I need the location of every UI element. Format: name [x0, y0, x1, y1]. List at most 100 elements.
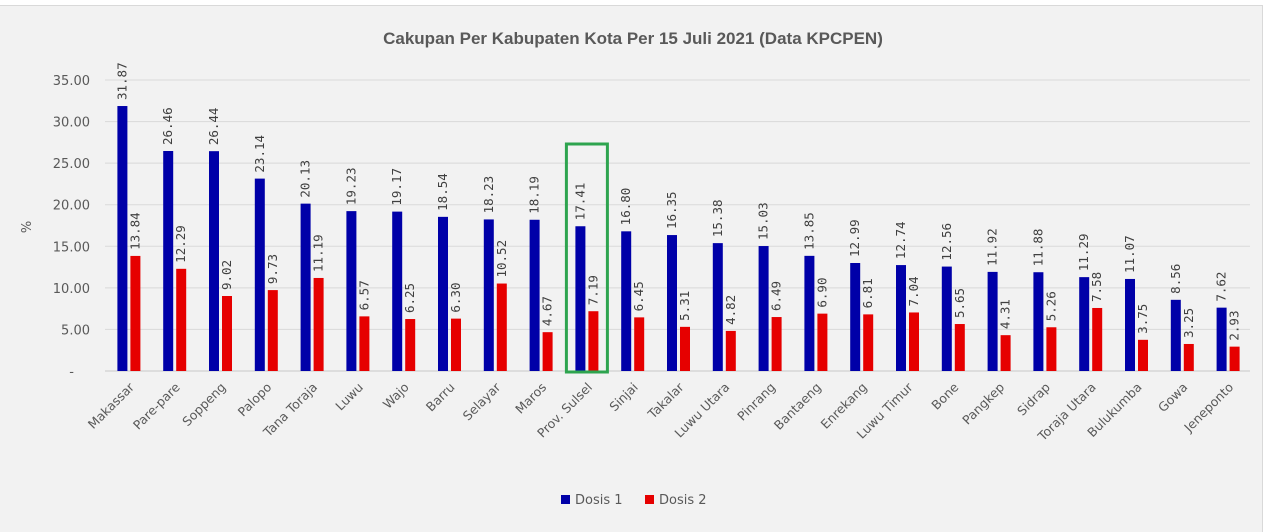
data-label: 19.23	[343, 167, 358, 205]
data-label: 12.29	[173, 225, 188, 263]
bar-dosis-2	[1183, 343, 1194, 371]
bar-dosis-2	[634, 317, 645, 371]
bar-dosis-2	[954, 324, 965, 371]
x-tick-label: Pinrang	[734, 380, 778, 424]
bar-dosis-1	[254, 178, 265, 371]
data-label: 7.19	[585, 275, 600, 305]
bar-dosis-1	[300, 203, 311, 371]
x-tick-label: Barru	[423, 380, 458, 415]
x-tick-label: Bantaeng	[771, 380, 824, 433]
y-axis-ticks: - 5.00 10.00 15.00 20.00 25.00 30.00 35.00	[53, 74, 90, 380]
x-tick-label: Takalar	[644, 379, 687, 422]
bar-dosis-2	[313, 277, 324, 371]
data-label: 4.82	[723, 295, 738, 325]
data-label: 11.88	[1030, 229, 1045, 267]
data-label: 16.80	[618, 188, 633, 226]
data-label: 6.45	[631, 281, 646, 311]
data-label: 16.35	[664, 191, 679, 229]
y-axis-label: %	[20, 221, 35, 233]
bar-dosis-1	[1125, 278, 1135, 371]
x-tick-label: Selayar	[460, 379, 504, 423]
bar-dosis-2	[405, 319, 416, 371]
data-label: 19.17	[389, 168, 404, 206]
data-label: 6.81	[860, 278, 875, 308]
legend-label-dosis-2: Dosis 2	[659, 493, 707, 508]
bar-dosis-1	[392, 211, 403, 371]
data-label: 6.25	[402, 283, 417, 313]
y-tick-label: 30.00	[53, 116, 90, 131]
bar-dosis-2	[1138, 339, 1148, 371]
bar-dosis-1	[438, 216, 448, 371]
legend-swatch-dosis-1	[561, 495, 570, 504]
bar-dosis-1	[804, 255, 815, 371]
x-tick-label: Makassar	[85, 379, 138, 432]
x-tick-label: Gowa	[1155, 380, 1191, 416]
data-label: 11.29	[1076, 233, 1091, 271]
chart-title: Cakupan Per Kabupaten Kota Per 15 Juli 2…	[383, 29, 883, 48]
data-label: 9.02	[219, 260, 234, 290]
data-label: 9.73	[265, 254, 280, 284]
bar-dosis-1	[575, 226, 586, 371]
bar-dosis-1	[896, 265, 906, 371]
data-label: 2.93	[1227, 311, 1242, 341]
data-label: 15.38	[710, 199, 725, 237]
data-label: 6.90	[814, 278, 829, 308]
bar-dosis-2	[1046, 327, 1057, 371]
y-tick-label: 10.00	[53, 282, 90, 297]
x-tick-label: Palopo	[235, 380, 275, 420]
bar-dosis-2	[359, 316, 370, 371]
data-label: 18.54	[435, 173, 450, 211]
data-label: 12.56	[939, 223, 954, 261]
bar-dosis-1	[1033, 272, 1044, 371]
x-tick-label: Bone	[928, 379, 961, 412]
bar-dosis-1	[1216, 307, 1227, 371]
data-label: 4.67	[540, 296, 555, 326]
bar-dosis-1	[712, 243, 723, 371]
bar-dosis-2	[267, 290, 278, 371]
bar-dosis-1	[987, 271, 998, 371]
data-label: 23.14	[252, 135, 267, 173]
data-label: 18.19	[527, 176, 542, 214]
bar-dosis-1	[1079, 277, 1090, 371]
bar-dosis-1	[667, 235, 677, 371]
highlight-box-prov-sulsel	[564, 142, 609, 374]
data-label: 4.31	[998, 299, 1013, 329]
bar-dosis-1	[163, 151, 174, 371]
data-label: 13.85	[801, 212, 816, 250]
bar-dosis-1	[1170, 299, 1181, 371]
data-label: 7.58	[1089, 272, 1104, 302]
y-tick-label: 15.00	[53, 240, 90, 255]
bar-dosis-2	[588, 311, 599, 371]
x-tick-label: Jeneponto	[1180, 380, 1236, 436]
data-label: 26.44	[206, 108, 221, 146]
bar-dosis-2	[817, 313, 828, 371]
bar-dosis-1	[346, 211, 357, 371]
bar-dosis-2	[680, 326, 690, 371]
bar-dosis-1	[209, 151, 219, 371]
data-label: 10.52	[494, 240, 509, 278]
x-tick-label: Pare-pare	[130, 379, 183, 432]
data-label: 11.92	[985, 228, 1000, 266]
data-label: 18.23	[481, 176, 496, 214]
x-tick-label: Pangkep	[959, 379, 1007, 427]
x-tick-label: Soppeng	[179, 380, 228, 429]
data-label: 5.31	[677, 291, 692, 321]
x-tick-label: Maros	[512, 380, 549, 417]
bar-dosis-2	[1092, 307, 1103, 371]
bar-dosis-2	[1229, 346, 1240, 371]
bar-dosis-1	[483, 219, 494, 371]
bar-dosis-2	[863, 314, 874, 371]
data-label: 5.65	[952, 288, 967, 318]
data-label: 31.87	[114, 62, 129, 100]
data-label: 12.74	[893, 221, 908, 259]
bar-dosis-1	[117, 106, 128, 371]
data-labels: 31.87 13.84 26.46 12.29 26.44 9.02 23.14 9.73 20…	[114, 62, 1241, 340]
bar-dosis-2	[771, 317, 782, 371]
legend-label-dosis-1: Dosis 1	[575, 493, 623, 508]
x-tick-label: Wajo	[380, 380, 412, 412]
bar-dosis-2	[130, 255, 141, 371]
data-label: 8.56	[1168, 264, 1183, 294]
gridlines	[105, 79, 1250, 372]
